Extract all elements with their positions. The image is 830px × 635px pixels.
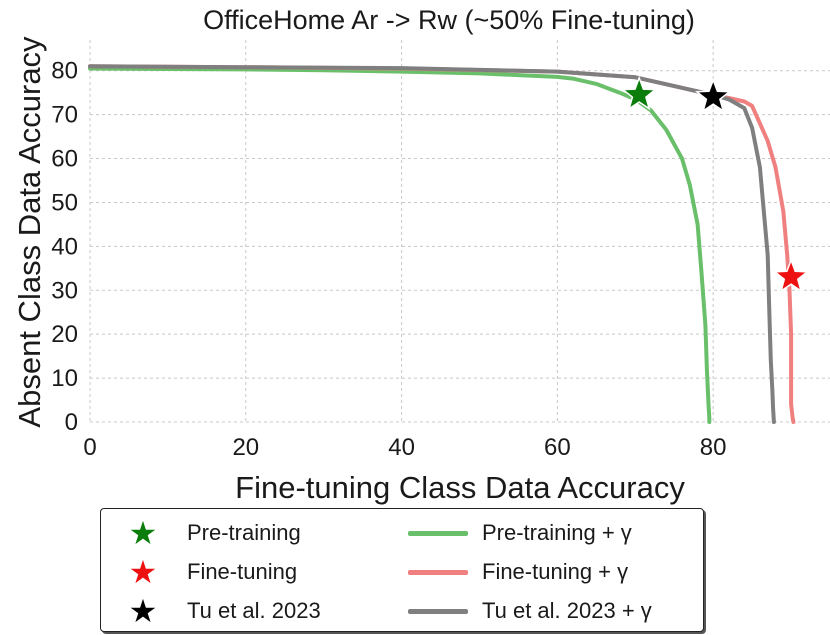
y-axis-ticks: 0 10 20 30 40 50 60 70 80 <box>51 58 78 436</box>
legend-label: Fine-tuning <box>187 559 298 584</box>
y-tick-label: 80 <box>51 58 78 85</box>
star-marker <box>620 75 658 111</box>
y-tick-label: 50 <box>51 189 78 216</box>
legend-item-finetuning-gamma: Fine-tuning + γ <box>406 557 628 587</box>
line-swatch-icon <box>406 518 470 548</box>
star-icon: ★ <box>128 593 158 629</box>
legend: ★ Pre-training ★ Fine-tuning ★ Tu et al.… <box>100 508 704 632</box>
series-lines <box>88 64 796 424</box>
y-tick-label: 30 <box>51 277 78 304</box>
legend-item-pretraining-gamma: Pre-training + γ <box>406 518 632 548</box>
x-tick-label: 20 <box>232 434 259 461</box>
line-swatch-icon <box>406 596 470 626</box>
legend-item-pretraining: ★ Pre-training <box>111 515 301 551</box>
y-tick-label: 60 <box>51 146 78 173</box>
y-tick-label: 40 <box>51 233 78 260</box>
series-line <box>88 66 712 424</box>
grid <box>89 40 830 423</box>
x-tick-label: 0 <box>83 434 96 461</box>
legend-item-tu-et-al: ★ Tu et al. 2023 <box>111 593 321 629</box>
y-axis-label: Absent Class Data Accuracy <box>12 36 47 428</box>
legend-label: Tu et al. 2023 + γ <box>482 598 652 623</box>
legend-item-tu-et-al-gamma: Tu et al. 2023 + γ <box>406 596 652 626</box>
legend-label: Pre-training + γ <box>482 520 632 545</box>
series-line <box>88 64 776 424</box>
y-tick-label: 10 <box>51 365 78 392</box>
legend-label: Fine-tuning + γ <box>482 559 629 584</box>
x-axis-ticks: 0 20 40 60 80 <box>83 434 726 461</box>
chart-svg: OfficeHome Ar -> Rw (~50% Fine-tuning) 0… <box>12 5 830 505</box>
legend-label: Tu et al. 2023 <box>187 598 321 623</box>
series-line <box>88 64 796 424</box>
line-swatch-icon <box>406 557 470 587</box>
star-icon: ★ <box>128 554 158 590</box>
star-marker <box>772 257 810 293</box>
y-tick-label: 20 <box>51 321 78 348</box>
y-tick-label: 0 <box>65 409 78 436</box>
star-icon: ★ <box>128 515 158 551</box>
x-tick-label: 60 <box>544 434 571 461</box>
legend-item-finetuning: ★ Fine-tuning <box>111 554 298 590</box>
legend-label: Pre-training <box>187 520 301 545</box>
x-axis-label: Fine-tuning Class Data Accuracy <box>235 470 685 505</box>
x-tick-label: 40 <box>388 434 415 461</box>
y-tick-label: 70 <box>51 102 78 129</box>
chart-title: OfficeHome Ar -> Rw (~50% Fine-tuning) <box>203 5 695 35</box>
x-tick-label: 80 <box>700 434 727 461</box>
star-marker <box>694 77 732 113</box>
series-markers <box>620 75 810 293</box>
